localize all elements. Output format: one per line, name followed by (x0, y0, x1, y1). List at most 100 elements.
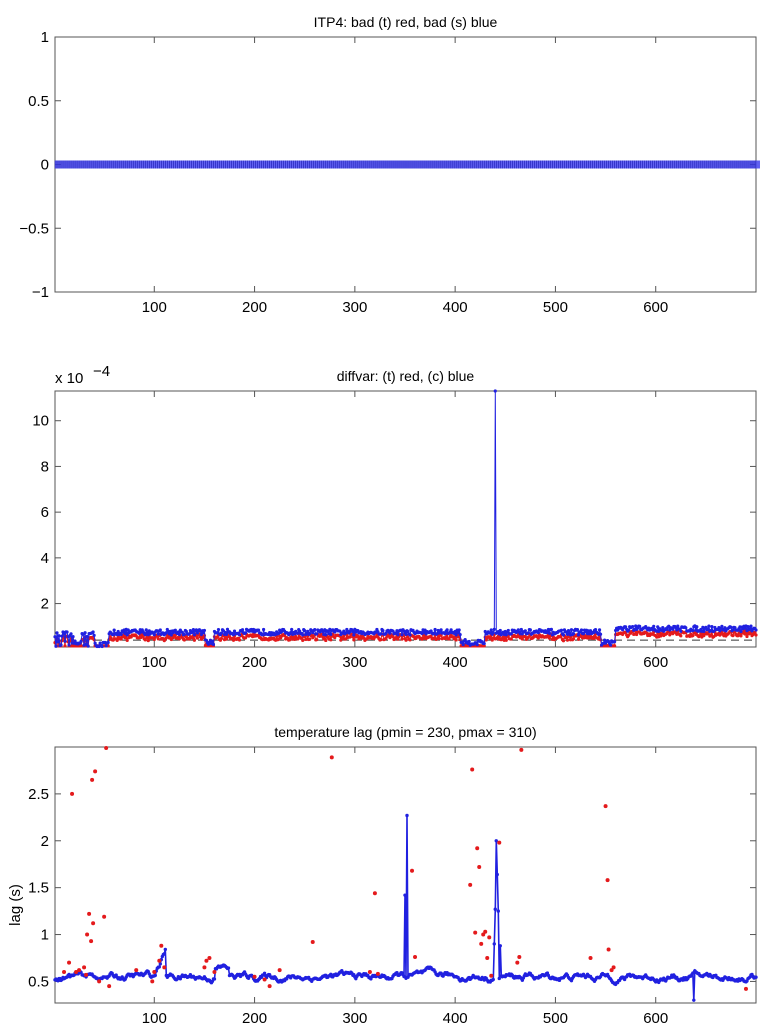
outlier-point (497, 840, 502, 845)
outlier-point (85, 932, 90, 937)
x-tick-label: 200 (242, 654, 267, 671)
y-scale-label: x 10 (55, 370, 83, 387)
outlier-point (410, 868, 415, 873)
outlier-point (134, 968, 139, 973)
outlier-point (104, 745, 109, 750)
x-tick-label: 500 (543, 654, 568, 671)
x-tick-label: 400 (443, 299, 468, 316)
outlier-point (107, 984, 112, 989)
x-tick-label: 100 (142, 654, 167, 671)
outlier-point (470, 767, 475, 772)
outlier-point (468, 882, 473, 887)
outlier-point (375, 971, 380, 976)
outlier-point (157, 958, 162, 963)
outlier-point (515, 960, 520, 965)
outlier-point (212, 970, 217, 975)
outlier-point (611, 965, 616, 970)
outlier-point (475, 846, 480, 851)
outlier-point (102, 914, 107, 919)
outlier-point (473, 930, 478, 935)
x-tick-label: 400 (443, 654, 468, 671)
outlier-point (77, 968, 82, 973)
y-tick-label: 0.5 (28, 93, 49, 110)
outlier-point (150, 979, 155, 984)
outlier-point (743, 986, 748, 991)
x-tick-label: 400 (443, 1010, 468, 1024)
x-tick-label: 300 (342, 654, 367, 671)
y-tick-label: 2.5 (28, 786, 49, 803)
panel-itp4-bad-flags: 100 200 300 400 500 600 −1 −0.5 0 0.5 1 ITP4: bad (… (19, 14, 760, 316)
panel-diffvar: 100 200 300 400 500 600 2 4 6 8 10 diffvar: (t) red… (32, 363, 758, 671)
y-axis-label: lag (s) (7, 884, 24, 926)
chart-title: ITP4: bad (t) red, bad (s) blue (314, 14, 498, 30)
outlier-point (267, 984, 272, 989)
y-tick-label: 1.5 (28, 880, 49, 897)
outlier-point (605, 878, 610, 883)
outlier-point (588, 955, 593, 960)
outlier-point (367, 970, 372, 975)
x-tick-label: 300 (342, 1010, 367, 1024)
outlier-point (413, 955, 418, 960)
outlier-point (481, 932, 486, 937)
outlier-point (606, 947, 611, 952)
outlier-point (74, 970, 79, 975)
outlier-point (517, 955, 522, 960)
series-lag (54, 815, 756, 1001)
plot-area (54, 746, 757, 1004)
outlier-point (87, 911, 92, 916)
y-tick-label: 2 (41, 833, 49, 850)
plot-area (54, 390, 757, 648)
chart-title: temperature lag (pmin = 230, pmax = 310) (274, 724, 536, 740)
outlier-point (489, 973, 494, 978)
y-tick-label: 0 (41, 157, 49, 174)
outlier-point (82, 965, 87, 970)
outlier-point (159, 943, 164, 948)
x-tick-label: 200 (242, 1010, 267, 1024)
outlier-point (162, 965, 167, 970)
outlier-point (207, 955, 212, 960)
outlier-point (477, 865, 482, 870)
outlier-point (485, 955, 490, 960)
outlier-point (609, 968, 614, 973)
outlier-point (202, 965, 207, 970)
y-tick-label: 1 (41, 29, 49, 46)
y-scale-exponent: −4 (93, 363, 110, 380)
y-tick-label: −1 (32, 284, 49, 301)
y-tick-label: 0.5 (28, 973, 49, 990)
outlier-point (262, 977, 267, 982)
outlier-point (372, 891, 377, 896)
x-tick-label: 600 (643, 1010, 668, 1024)
series-bad-s (55, 160, 760, 169)
outlier-point (62, 970, 67, 975)
x-tick-label: 600 (643, 299, 668, 316)
outlier-point (204, 958, 209, 963)
outlier-point (152, 970, 157, 975)
y-tick-label: 1 (41, 927, 49, 944)
x-tick-label: 200 (242, 299, 267, 316)
x-tick-label: 500 (543, 1010, 568, 1024)
y-tick-label: 8 (41, 458, 49, 475)
y-tick-label: −0.5 (19, 220, 49, 237)
x-tick-label: 300 (342, 299, 367, 316)
chart-title: diffvar: (t) red, (c) blue (337, 368, 475, 384)
y-tick-label: 4 (41, 550, 49, 567)
outlier-point (84, 972, 89, 977)
x-tick-label: 600 (643, 654, 668, 671)
outlier-point (91, 921, 96, 926)
outlier-point (252, 974, 257, 979)
y-tick-label: 10 (32, 413, 49, 430)
outlier-point (479, 941, 484, 946)
outlier-point (89, 939, 94, 944)
y-tick-label: 2 (41, 596, 49, 613)
outlier-point (90, 777, 95, 782)
outlier-point (487, 935, 492, 940)
x-tick-label: 100 (142, 299, 167, 316)
outlier-point (277, 968, 282, 973)
outlier-point (519, 747, 524, 752)
outlier-point (97, 979, 102, 984)
x-tick-label: 500 (543, 299, 568, 316)
outlier-point (483, 929, 488, 934)
y-tick-label: 6 (41, 504, 49, 521)
outlier-point (70, 791, 75, 796)
